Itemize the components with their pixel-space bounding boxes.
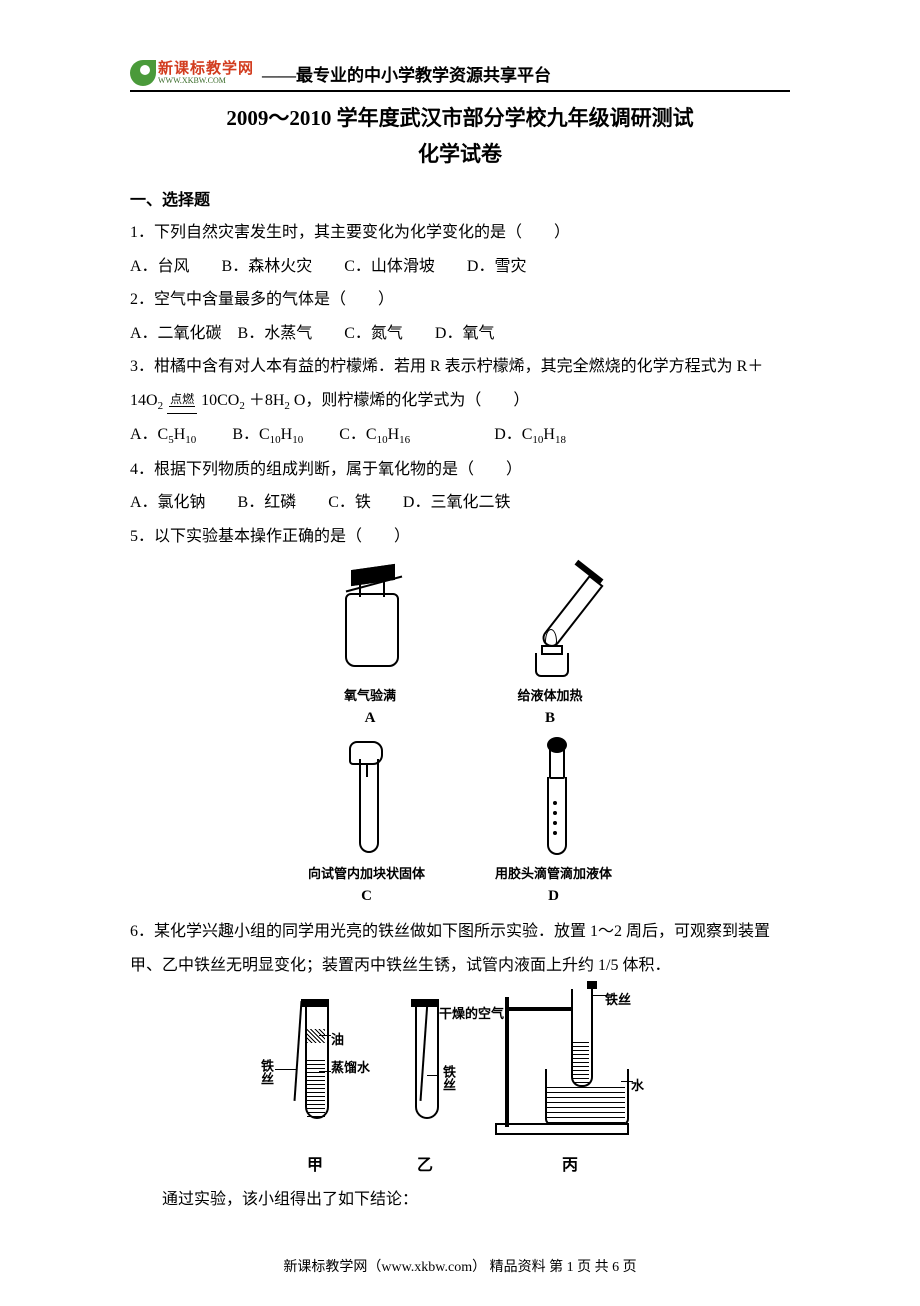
q5-figure: 氧气验满 A 给液体加热 B xyxy=(130,563,790,905)
q3-sub: 2 xyxy=(284,400,290,412)
site-logo: 新课标教学网 WWW.XKBW.COM xyxy=(130,60,254,86)
q5-cap-d: 用胶头滴管滴加液体 xyxy=(495,863,612,882)
label-jia: 甲 xyxy=(275,1151,355,1175)
q6-figure: 油 铁丝 蒸馏水 甲 干燥的空气 铁丝 乙 xyxy=(130,989,790,1175)
q3-sub: 2 xyxy=(239,400,245,412)
q1-options: A．台风 B．森林火灾 C．山体滑坡 D．雪灾 xyxy=(130,250,790,284)
q2-stem: 2．空气中含量最多的气体是（ ） xyxy=(130,283,790,317)
q4-stem: 4．根据下列物质的组成判断，属于氧化物的是（ ） xyxy=(130,453,790,487)
q3-stem-line2: 14O2 点燃 10CO2 ＋8H2 O，则柠檬烯的化学式为（ ） xyxy=(130,384,790,418)
q1-stem: 1．下列自然灾害发生时，其主要变化为化学变化的是（ ） xyxy=(130,216,790,250)
q3-part: O，则柠檬烯的化学式为（ ） xyxy=(294,392,530,409)
q2-options: A．二氧化碳 B．水蒸气 C．氮气 D．氧气 xyxy=(130,317,790,351)
label-distilled-water: 蒸馏水 xyxy=(331,1061,345,1075)
section-1-heading: 一、选择题 xyxy=(130,186,790,210)
q5-fig-c: 向试管内加块状固体 C xyxy=(308,741,425,905)
label-water: 水 xyxy=(631,1075,644,1094)
q3-stem-line1: 3．柑橘中含有对人本有益的柠檬烯．若用 R 表示柠檬烯，其完全燃烧的化学方程式为… xyxy=(130,350,790,384)
label-iron-wire: 铁丝 xyxy=(605,989,631,1008)
label-dry-air: 干燥的空气 xyxy=(439,1007,483,1021)
q3-part: ＋8H xyxy=(249,392,285,409)
reaction-condition-icon: 点燃 xyxy=(167,384,197,418)
bottle-diagram-icon xyxy=(315,563,425,683)
q3-part: 10CO xyxy=(201,392,239,409)
q6-line1: 6．某化学兴趣小组的同学用光亮的铁丝做如下图所示实验．放置 1～2 周后，可观察… xyxy=(130,915,790,949)
dropper-diagram-icon xyxy=(499,741,609,861)
page-header: 新课标教学网 WWW.XKBW.COM ——最专业的中小学教学资源共享平台 xyxy=(130,60,790,92)
add-solid-diagram-icon xyxy=(311,741,421,861)
q6-tail: 通过实验，该小组得出了如下结论： xyxy=(130,1183,790,1217)
page-footer: 新课标教学网（www.xkbw.com） 精品资料 第 1 页 共 6 页 xyxy=(130,1256,790,1276)
q5-letter-a: A xyxy=(365,710,376,727)
header-tagline: ——最专业的中小学教学资源共享平台 xyxy=(262,61,551,86)
q5-letter-c: C xyxy=(361,888,372,905)
q3-part: 14O xyxy=(130,392,158,409)
q5-fig-d: 用胶头滴管滴加液体 D xyxy=(495,741,612,905)
exam-subtitle: 化学试卷 xyxy=(130,138,790,168)
apparatus-bing: 铁丝 水 丙 xyxy=(495,989,645,1175)
apparatus-yi: 干燥的空气 铁丝 乙 xyxy=(385,999,465,1175)
label-oil: 油 xyxy=(331,1029,344,1048)
exam-title: 2009～2010 学年度武汉市部分学校九年级调研测试 xyxy=(130,102,790,132)
q4-options: A．氯化钠 B．红磷 C．铁 D．三氧化二铁 xyxy=(130,486,790,520)
q5-stem: 5．以下实验基本操作正确的是（ ） xyxy=(130,520,790,554)
label-yi: 乙 xyxy=(385,1151,465,1175)
logo-en-text: WWW.XKBW.COM xyxy=(158,77,254,85)
heating-diagram-icon xyxy=(495,563,605,683)
q5-letter-b: B xyxy=(545,710,555,727)
logo-mark-icon xyxy=(130,60,156,86)
label-iron-wire: 铁丝 xyxy=(439,1065,458,1091)
q5-fig-b: 给液体加热 B xyxy=(495,563,605,727)
q5-fig-a: 氧气验满 A xyxy=(315,563,425,727)
q3-sub: 2 xyxy=(158,400,164,412)
q5-cap-c: 向试管内加块状固体 xyxy=(308,863,425,882)
q5-letter-d: D xyxy=(548,888,559,905)
q5-cap-b: 给液体加热 xyxy=(517,685,582,704)
q5-cap-a: 氧气验满 xyxy=(344,685,396,704)
logo-cn-text: 新课标教学网 xyxy=(158,62,254,77)
q6-line2: 甲、乙中铁丝无明显变化；装置丙中铁丝生锈，试管内液面上升约 1/5 体积． xyxy=(130,949,790,983)
label-bing: 丙 xyxy=(495,1151,645,1175)
apparatus-jia: 油 铁丝 蒸馏水 甲 xyxy=(275,999,355,1175)
q3-options: A．C5H10 B．C10H10 C．C10H16 D．C10H18 xyxy=(130,418,790,452)
label-iron-wire: 铁丝 xyxy=(257,1059,276,1085)
